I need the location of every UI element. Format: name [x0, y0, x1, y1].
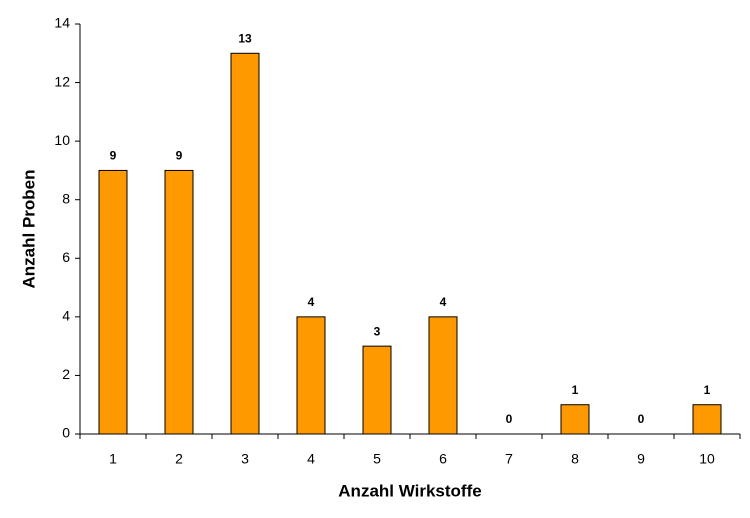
x-tick-label: 2 — [175, 451, 183, 467]
bar — [692, 404, 722, 435]
x-tick-label: 3 — [241, 451, 249, 467]
value-label: 0 — [506, 412, 513, 426]
bar — [560, 404, 590, 435]
y-tick-label: 8 — [62, 190, 70, 206]
x-tick-label: 5 — [373, 451, 381, 467]
value-label: 4 — [440, 295, 447, 309]
value-label: 3 — [374, 324, 381, 338]
value-label: 1 — [572, 383, 579, 397]
y-tick-label: 10 — [54, 132, 70, 148]
bar — [164, 169, 194, 435]
bar — [98, 169, 128, 435]
y-axis-title: Anzahl Proben — [19, 169, 38, 288]
x-tick-label: 10 — [699, 451, 715, 467]
x-tick-label: 4 — [307, 451, 315, 467]
y-tick-label: 4 — [62, 308, 70, 324]
value-label: 9 — [110, 149, 117, 163]
bar — [362, 345, 392, 435]
value-label: 9 — [176, 149, 183, 163]
y-tick-label: 14 — [54, 15, 70, 31]
x-tick-label: 9 — [637, 451, 645, 467]
x-tick-label: 7 — [505, 451, 513, 467]
value-label: 13 — [238, 31, 252, 45]
y-tick-label: 12 — [54, 73, 70, 89]
bar — [428, 316, 458, 435]
y-tick-label: 2 — [62, 366, 70, 382]
x-axis-title: Anzahl Wirkstoffe — [338, 481, 481, 500]
bar — [230, 52, 260, 435]
bar — [296, 316, 326, 435]
x-tick-label: 6 — [439, 451, 447, 467]
x-tick-label: 1 — [109, 451, 117, 467]
x-tick-label: 8 — [571, 451, 579, 467]
value-label: 4 — [308, 295, 315, 309]
y-tick-label: 6 — [62, 249, 70, 265]
y-tick-label: 0 — [62, 425, 70, 441]
value-label: 0 — [638, 412, 645, 426]
value-label: 1 — [704, 383, 711, 397]
